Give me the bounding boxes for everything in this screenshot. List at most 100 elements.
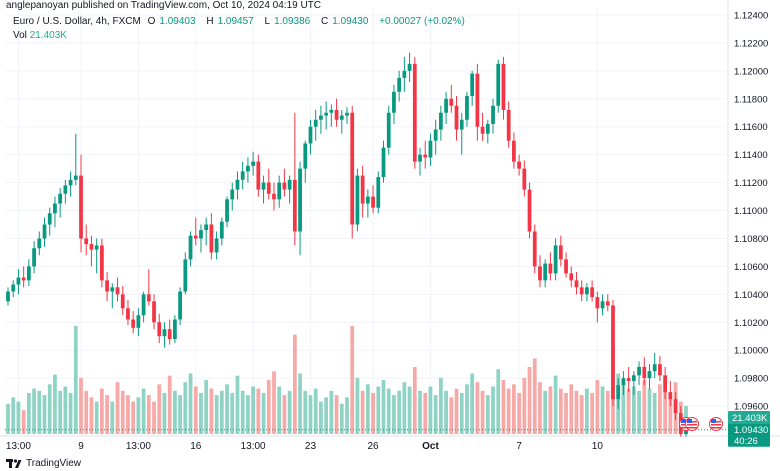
volume-bar — [146, 395, 151, 434]
candle-body — [438, 112, 443, 130]
candle-body — [79, 175, 83, 239]
volume-bar — [444, 390, 448, 434]
volume-bar — [16, 401, 21, 434]
candles — [6, 52, 688, 437]
candle-body — [167, 329, 172, 340]
publisher-line: anglepanoyan published on TradingView.co… — [6, 0, 322, 11]
candle-body — [298, 168, 302, 232]
volume-bar — [99, 388, 104, 434]
volume-bar — [183, 382, 188, 434]
y-tick-label: 1.11600 — [734, 122, 768, 133]
y-tick-label: 1.12000 — [734, 66, 768, 77]
candle-body — [621, 378, 626, 386]
volume-bar — [365, 384, 370, 434]
volume-bar — [496, 369, 501, 434]
candle-body — [105, 280, 109, 292]
candle-body — [579, 287, 584, 295]
us-flag-event-icon[interactable] — [709, 417, 723, 431]
last-price-tag — [728, 422, 770, 447]
volume-bar — [193, 386, 198, 434]
candle-body — [428, 140, 433, 158]
candle-body — [313, 119, 318, 127]
volume-bar — [626, 388, 631, 434]
volume-bar — [173, 390, 177, 434]
volume-bar — [199, 392, 203, 434]
candle-body — [26, 266, 31, 281]
ohlc-open: O 1.09403 — [147, 16, 196, 27]
candle-body — [173, 319, 177, 340]
candle-body — [68, 179, 73, 186]
volume-bar — [438, 377, 443, 434]
volume-bar — [381, 380, 386, 434]
candle-body — [334, 109, 339, 120]
volume-bar — [355, 377, 360, 434]
candle-body — [16, 277, 21, 285]
volume-bar — [590, 392, 595, 434]
candle-body — [631, 375, 636, 381]
candle-body — [595, 297, 600, 309]
symbol-name[interactable]: Euro / U.S. Dollar, 4h, FXCM — [13, 16, 141, 27]
volume-bar — [131, 401, 136, 434]
volume-bar — [308, 395, 313, 434]
ohlc-close: C 1.09430 — [321, 16, 369, 27]
candle-body — [53, 203, 57, 214]
x-tick-label: 9 — [78, 441, 84, 452]
volume-bar — [162, 392, 167, 434]
volume-bar — [459, 392, 464, 434]
x-tick-label: 23 — [305, 441, 317, 452]
volume-bar — [11, 397, 16, 434]
candle-body — [136, 315, 141, 328]
candle-body — [407, 63, 412, 71]
x-tick-label: 26 — [368, 441, 380, 452]
candle-body — [73, 175, 78, 180]
volume-bar — [235, 375, 240, 434]
candle-body — [512, 140, 516, 162]
volume-bar — [376, 386, 381, 434]
candle-body — [501, 63, 506, 110]
volume-bar — [475, 382, 480, 434]
volume-bar — [512, 384, 516, 434]
candle-body — [506, 109, 511, 141]
us-flag-event-icon[interactable] — [685, 417, 699, 431]
volume-bar — [167, 375, 172, 434]
candle-body — [673, 399, 678, 414]
volume-bar — [204, 380, 209, 434]
candle-body — [558, 245, 563, 260]
volume-bar — [350, 326, 355, 434]
candle-body — [360, 175, 365, 204]
y-tick-label: 1.10000 — [734, 346, 768, 357]
volume-bar — [313, 388, 318, 434]
volume-bar — [21, 410, 26, 434]
candle-body — [277, 182, 282, 200]
candle-body — [412, 63, 417, 162]
x-tick-label: 7 — [516, 441, 522, 452]
volume-bar — [334, 395, 339, 434]
x-tick-label: Oct — [422, 441, 439, 452]
candle-body — [251, 161, 256, 166]
candle-body — [355, 175, 360, 225]
volume-bar — [658, 384, 662, 434]
y-tick-label: 1.11200 — [734, 178, 768, 189]
volume-bar — [298, 373, 302, 434]
volume-bar — [37, 390, 42, 434]
candle-body — [585, 287, 589, 295]
volume-bar — [600, 386, 605, 434]
volume-bar — [585, 388, 589, 434]
volume-bar — [209, 388, 214, 434]
tradingview-logo[interactable]: TradingView — [6, 458, 81, 469]
volume-bar — [501, 380, 506, 434]
candle-body — [668, 392, 673, 400]
candle-body — [658, 364, 662, 376]
volume-bar — [214, 395, 219, 434]
candle-body — [590, 287, 595, 298]
candle-body — [47, 213, 52, 225]
volume-bar — [230, 392, 235, 434]
volume-bar — [115, 382, 120, 434]
volume-bar — [53, 374, 57, 434]
candle-body — [449, 98, 454, 106]
candle-body — [605, 301, 610, 306]
volume-value: 21.403K — [29, 30, 67, 41]
volume-bar — [251, 386, 256, 434]
